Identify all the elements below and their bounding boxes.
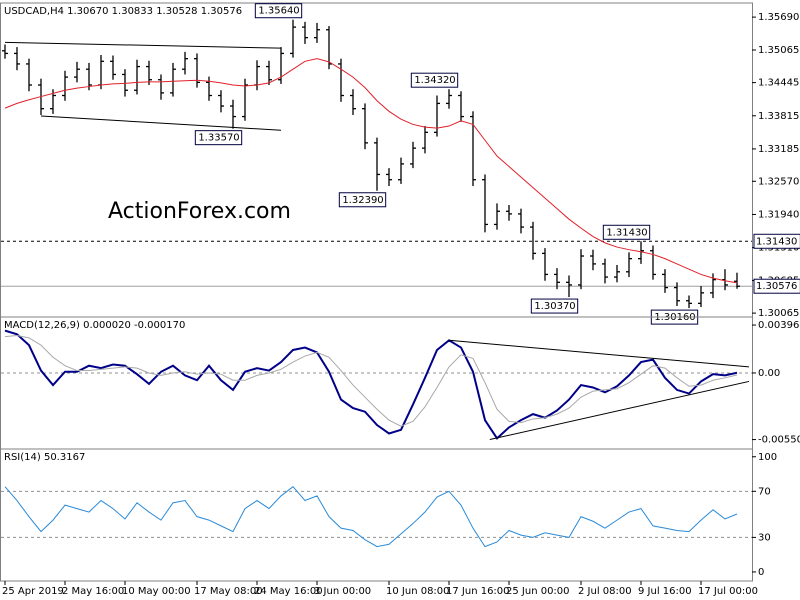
- y-tick-label: -0.005503: [758, 435, 800, 446]
- indicator-line: [4, 334, 738, 427]
- hline-label: 1.31430: [756, 236, 797, 247]
- price-annotation-box: [410, 72, 459, 88]
- y-tick-label: 1.34445: [758, 78, 799, 89]
- price-annotation: 1.30160: [654, 312, 695, 323]
- x-tick-label: 2 Jul 08:00: [578, 586, 632, 597]
- moving-average: [4, 58, 738, 284]
- price-annotation-box: [530, 298, 579, 314]
- panel-frame: [0, 448, 753, 582]
- x-tick-label: 17 May 08:00: [194, 586, 263, 597]
- x-tick-label: 10 May 00:00: [122, 586, 191, 597]
- x-tick-label: 9 Jul 16:00: [638, 586, 692, 597]
- trendline: [4, 41, 282, 49]
- y-tick-label: 1.35690: [758, 12, 799, 23]
- y-tick-label: 70: [758, 486, 771, 497]
- last-price-label-box: [753, 278, 800, 294]
- y-tick-label: 1.30065: [758, 308, 799, 319]
- price-annotation: 1.34320: [414, 75, 455, 86]
- price-annotation-box: [254, 3, 303, 19]
- hline-label-box: [753, 233, 800, 249]
- y-tick-label: 0.00: [758, 368, 780, 379]
- x-tick-label: 2 May 16:00: [62, 586, 124, 597]
- trendline: [489, 380, 750, 441]
- price-annotation: 1.35640: [258, 6, 299, 17]
- y-tick-label: 100: [758, 452, 777, 463]
- price-annotation-box: [602, 224, 651, 240]
- price-annotation: 1.31430: [606, 227, 647, 238]
- panel-title: USDCAD,H4 1.30670 1.30833 1.30528 1.3057…: [4, 6, 242, 17]
- price-annotation-box: [338, 192, 387, 208]
- last-price-label: 1.30576: [756, 281, 797, 292]
- x-tick-label: 17 Jun 16:00: [446, 586, 510, 597]
- x-tick-label: 25 Apr 2019: [2, 586, 64, 597]
- y-tick-label: 0.003961: [758, 320, 800, 331]
- x-tick-label: 3 Jun 00:00: [314, 586, 371, 597]
- price-annotation: 1.30370: [534, 301, 575, 312]
- price-annotation: 1.32390: [342, 195, 383, 206]
- y-tick-label: 1.33815: [758, 111, 799, 122]
- price-annotation: 1.33570: [198, 133, 239, 144]
- trendline: [40, 115, 282, 131]
- y-tick-label: 1.31940: [758, 209, 799, 220]
- y-tick-label: 1.33185: [758, 144, 799, 155]
- y-tick-label: 1.35065: [758, 45, 799, 56]
- watermark: ActionForex.com: [108, 199, 291, 224]
- y-tick-label: 1.32570: [758, 176, 799, 187]
- x-tick-label: 10 Jun 08:00: [386, 586, 450, 597]
- trendline: [448, 339, 750, 368]
- indicator-line: [4, 486, 738, 548]
- price-annotation-box: [194, 130, 243, 146]
- x-tick-label: 24 May 16:00: [254, 586, 323, 597]
- panel-title: RSI(14) 50.3167: [4, 452, 85, 463]
- panel-title: MACD(12,26,9) 0.000020 -0.000170: [4, 320, 185, 331]
- y-tick-label: 0: [758, 567, 764, 578]
- x-tick-label: 17 Jul 00:00: [698, 586, 758, 597]
- x-tick-label: 25 Jun 00:00: [506, 586, 570, 597]
- y-tick-label: 30: [758, 532, 771, 543]
